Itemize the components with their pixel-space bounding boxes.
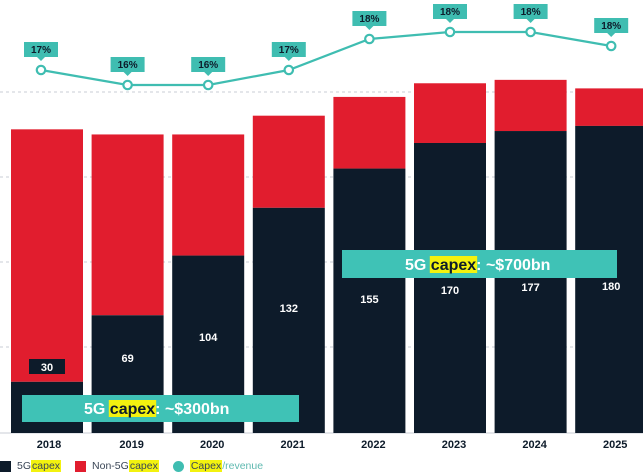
pct-badge-pointer-2020 [204,72,213,76]
bar-non5g-2021 [252,115,325,208]
x-tick-label-2023: 2023 [442,439,466,451]
legend-label-5g: 5G [17,460,32,472]
pct-label-2021: 17% [279,45,299,56]
capex-revenue-point-2025 [605,40,617,52]
bar-non5g-2019 [91,134,164,316]
bar-5g-2025 [575,125,643,434]
bar-5g-2022 [333,168,406,433]
pct-badge-2022 [352,11,387,26]
bar-value-label-2019: 69 [121,353,133,365]
legend-item-capex-revenue: Capex/revenue [172,460,264,472]
pct-badge-pointer-2021 [284,57,293,61]
pct-badge-pointer-2025 [607,33,616,37]
pct-badge-2018 [24,42,58,57]
x-tick-label-2025: 2025 [603,439,627,451]
legend-highlight-5g: capex [31,460,62,472]
pct-label-2018: 17% [31,45,51,56]
stacked-bars [11,79,643,434]
legend-label-revenue: /revenue [222,460,264,472]
capex-revenue-point-2022 [364,33,375,45]
pct-badge-2021 [271,42,306,57]
pct-badge-pointer-2019 [123,72,132,76]
bar-value-label-2023: 170 [441,285,459,297]
callouts: 5G capex: ~$300bn 5G capex: ~$700bn [22,250,617,422]
bar-5g-2023 [414,142,486,434]
pct-badge-2019 [110,57,145,72]
capex-revenue-polyline [40,30,612,87]
legend-highlight-non5g: capex [128,460,159,472]
bar-value-label-2022: 155 [360,294,378,306]
legend-swatch-non5g [75,460,87,472]
x-tick-label-2018: 2018 [37,439,61,451]
callout-box-2 [342,250,617,278]
pct-badge-pointer-2018 [37,57,45,61]
capex-revenue-point-2018 [35,64,47,76]
callout-highlight-1 [108,400,157,417]
pct-badge-2020 [191,57,226,72]
callout-text-1: 5G capex: ~$300bn [84,401,229,418]
x-tick-label-2019: 2019 [119,439,143,451]
capex-revenue-point-2020 [202,79,214,91]
pct-badge-pointer-2024 [526,19,535,23]
bar-non5g-2024 [494,79,567,132]
bar-non5g-2018 [11,129,83,382]
pct-label-2020: 16% [198,60,218,71]
x-axis-ticks: 2018 2019 2020 2021 2022 2023 2024 2025 [37,439,628,451]
legend-item-non5g-capex: Non-5G capex [75,460,159,472]
pct-label-2022: 18% [359,14,379,25]
capex-revenue-point-2021 [283,64,295,76]
callout-highlight-2 [429,256,478,273]
callout-text-2: 5G capex: ~$700bn [405,257,550,274]
x-tick-label-2020: 2020 [200,439,224,451]
x-tick-label-2021: 2021 [281,439,305,451]
callout-box-1 [22,395,299,422]
capex-revenue-point-2019 [122,79,133,91]
pct-label-2025: 18% [601,21,621,32]
pct-badge-2024 [513,4,548,19]
x-tick-label-2022: 2022 [361,439,385,451]
bar-label-bg-2018 [29,359,65,374]
bar-value-label-2020: 104 [199,332,218,344]
pct-badge-pointer-2023 [446,19,454,23]
legend-label-non5g: Non-5G [92,460,129,472]
x-tick-label-2024: 2024 [522,439,547,451]
pct-badge-pointer-2022 [365,26,374,30]
bar-non5g-2022 [333,96,406,169]
pct-badge-2023 [433,4,467,19]
legend: 5G capex Non-5G capex Capex/revenue [0,458,277,474]
pct-label-2019: 16% [118,60,138,71]
bar-value-label-2018: 30 [41,362,53,374]
legend-highlight-capex: Capex [189,460,223,472]
bar-value-label-2021: 132 [280,303,298,315]
legend-swatch-5g [0,460,11,472]
pct-badge-2025 [594,18,629,33]
bar-non5g-2025 [575,88,643,126]
legend-dot-capex-revenue [172,460,184,472]
bar-5g-2024 [494,131,567,433]
bar-value-labels: 30 69 104 132 155 170 177 180 [29,281,620,374]
bar-non5g-2020 [172,134,245,256]
capex-revenue-point-2023 [444,26,456,38]
bar-value-label-2025: 180 [602,281,620,293]
bar-non5g-2023 [414,83,486,143]
legend-item-5g-capex: 5G capex [0,460,62,472]
pct-label-2024: 18% [521,7,541,18]
capex-revenue-line: 17% 16% 16% 17% 18% 18% 18% 18% [24,4,629,91]
bar-value-label-2024: 177 [521,282,539,294]
capex-revenue-point-2024 [525,26,536,38]
pct-label-2023: 18% [440,7,460,18]
